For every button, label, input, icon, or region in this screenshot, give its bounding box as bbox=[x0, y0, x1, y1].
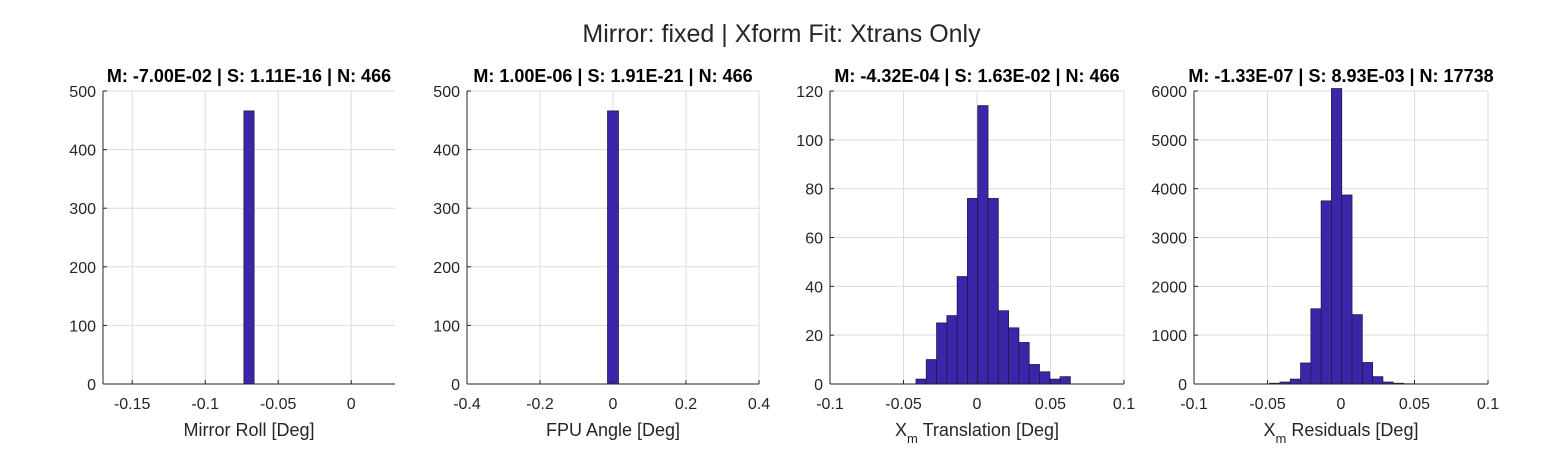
x-tick-label: -0.1 bbox=[191, 396, 219, 413]
histogram-bar bbox=[967, 198, 979, 385]
x-tick-label: 0 bbox=[609, 396, 618, 413]
axes-title: M: -1.33E-07 | S: 8.93E-03 | N: 17738 bbox=[1188, 66, 1493, 86]
x-tick-label: -0.05 bbox=[1249, 396, 1286, 413]
y-tick-label: 0 bbox=[451, 377, 460, 394]
y-tick-label: 0 bbox=[814, 377, 823, 394]
histogram-bar bbox=[1351, 314, 1363, 385]
y-tick-label: 5000 bbox=[1151, 133, 1187, 150]
histogram-bar bbox=[1028, 364, 1040, 385]
x-tick-label: -0.05 bbox=[260, 396, 297, 413]
y-tick-label: 0 bbox=[87, 377, 96, 394]
y-tick-label: 300 bbox=[433, 201, 460, 218]
y-tick-label: 2000 bbox=[1151, 279, 1187, 296]
histogram-bar bbox=[987, 198, 999, 385]
axes-title: M: -7.00E-02 | S: 1.11E-16 | N: 466 bbox=[107, 66, 391, 86]
y-tick-label: 100 bbox=[433, 318, 460, 335]
histogram-bar bbox=[946, 315, 958, 385]
x-axis-label: Xm Residuals [Deg] bbox=[1264, 420, 1419, 446]
histogram-bar bbox=[1018, 342, 1030, 385]
histogram-bar bbox=[1059, 376, 1071, 385]
x-tick-label: 0 bbox=[1337, 396, 1346, 413]
x-tick-label: 0.1 bbox=[1477, 396, 1499, 413]
histogram-bar bbox=[1310, 308, 1322, 385]
figure-suptitle: Mirror: fixed | Xform Fit: Xtrans Only bbox=[582, 20, 981, 48]
y-tick-label: 400 bbox=[69, 143, 96, 160]
y-tick-label: 60 bbox=[805, 231, 823, 248]
y-tick-label: 500 bbox=[433, 84, 460, 101]
histogram-bar bbox=[1289, 378, 1301, 385]
x-axis-label: FPU Angle [Deg] bbox=[546, 420, 680, 440]
x-tick-label: -0.4 bbox=[453, 396, 481, 413]
axes-3: -0.1 -0.05 0 0.05 0.1 0 20 40 60 80 100 120 M: -4.32… bbox=[796, 66, 1135, 446]
x-tick-label: 0 bbox=[347, 396, 356, 413]
y-tick-label: 6000 bbox=[1151, 84, 1187, 101]
histogram-bar bbox=[1341, 194, 1353, 385]
y-tick-label: 80 bbox=[805, 182, 823, 199]
y-tick-label: 40 bbox=[805, 279, 823, 296]
x-tick-label: 0 bbox=[973, 396, 982, 413]
axes-title: M: -4.32E-04 | S: 1.63E-02 | N: 466 bbox=[834, 66, 1119, 86]
histogram-bar bbox=[925, 359, 937, 385]
y-tick-label: 100 bbox=[796, 133, 823, 150]
axes-1: -0.15 -0.1 -0.05 0 0 100 200 300 400 500 M: -7.00E… bbox=[69, 66, 395, 440]
y-tick-label: 500 bbox=[69, 84, 96, 101]
y-tick-label: 200 bbox=[433, 260, 460, 277]
axes-title: M: 1.00E-06 | S: 1.91E-21 | N: 466 bbox=[473, 66, 752, 86]
histogram-bar bbox=[977, 105, 989, 385]
y-tick-label: 4000 bbox=[1151, 182, 1187, 199]
histogram-bar bbox=[915, 378, 927, 385]
histogram-bar bbox=[1049, 378, 1061, 385]
histogram-bar bbox=[1331, 88, 1343, 385]
x-axis-label: Xm Translation [Deg] bbox=[895, 420, 1059, 446]
y-tick-label: 3000 bbox=[1151, 231, 1187, 248]
x-tick-label: 0.4 bbox=[748, 396, 770, 413]
y-tick-label: 400 bbox=[433, 143, 460, 160]
x-tick-label: 0.1 bbox=[1113, 396, 1135, 413]
histogram-bar bbox=[1372, 376, 1384, 385]
histogram-bar bbox=[956, 276, 968, 385]
histogram-bar bbox=[243, 110, 255, 385]
histogram-bar bbox=[1300, 362, 1312, 385]
histogram-bar bbox=[1320, 200, 1332, 385]
y-tick-label: 120 bbox=[796, 84, 823, 101]
x-tick-label: -0.2 bbox=[526, 396, 554, 413]
y-tick-label: 0 bbox=[1178, 377, 1187, 394]
x-axis-label: Mirror Roll [Deg] bbox=[183, 420, 314, 440]
x-tick-label: 0.05 bbox=[1035, 396, 1066, 413]
x-tick-label: 0.05 bbox=[1399, 396, 1430, 413]
y-tick-label: 100 bbox=[69, 318, 96, 335]
x-tick-label: -0.15 bbox=[114, 396, 151, 413]
y-tick-label: 200 bbox=[69, 260, 96, 277]
axes-4: -0.1 -0.05 0 0.05 0.1 0 1000 2000 3000 4000 5000 60… bbox=[1151, 66, 1499, 446]
y-tick-label: 20 bbox=[805, 328, 823, 345]
histogram-bar bbox=[936, 322, 948, 385]
x-tick-label: -0.05 bbox=[885, 396, 922, 413]
x-tick-label: -0.1 bbox=[1180, 396, 1208, 413]
axes-2: -0.4 -0.2 0 0.2 0.4 0 100 200 300 400 500 M: 1.00E-… bbox=[433, 66, 770, 440]
y-tick-label: 1000 bbox=[1151, 328, 1187, 345]
histogram-bar bbox=[607, 110, 619, 385]
histogram-bar bbox=[1008, 327, 1020, 385]
histogram-bar bbox=[1361, 362, 1374, 385]
y-tick-label: 300 bbox=[69, 201, 96, 218]
x-tick-label: 0.2 bbox=[675, 396, 697, 413]
histogram-bar bbox=[997, 310, 1010, 385]
histogram-bar bbox=[1039, 371, 1051, 385]
x-tick-label: -0.1 bbox=[816, 396, 844, 413]
